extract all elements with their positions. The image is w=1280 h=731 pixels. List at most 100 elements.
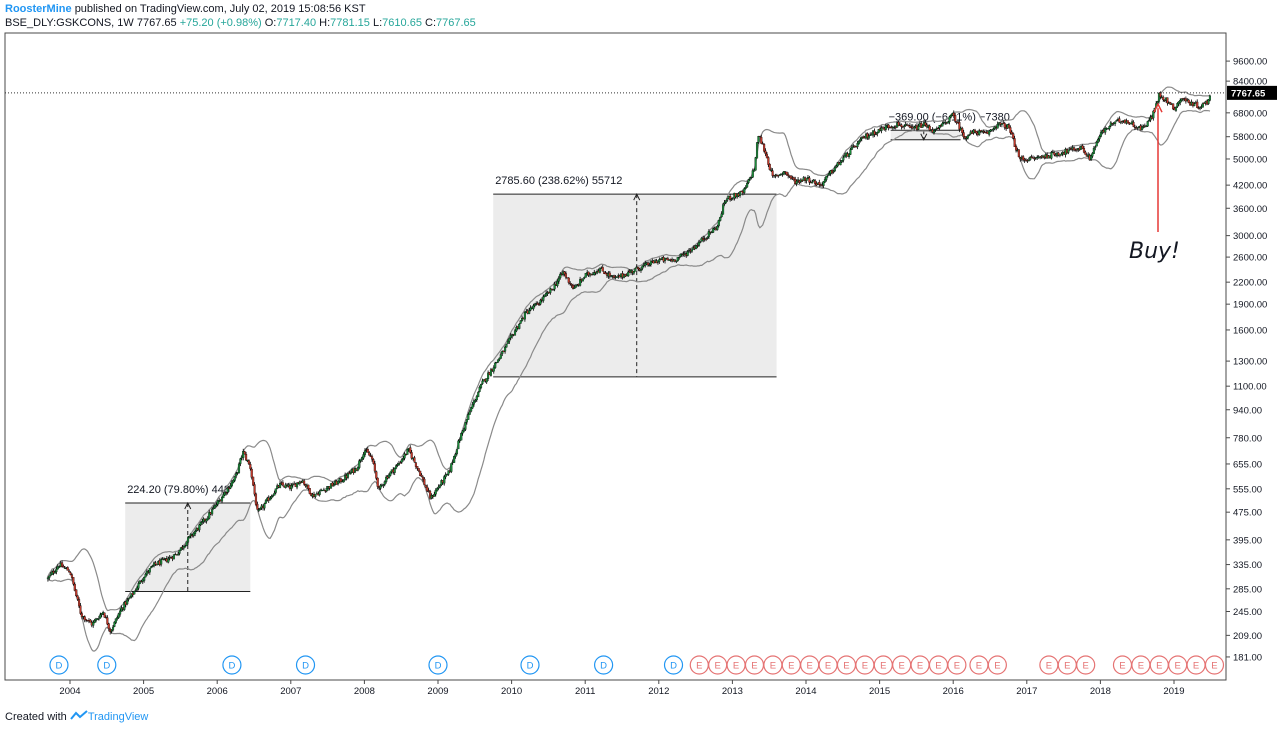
candle-body <box>1084 151 1087 155</box>
candle-body <box>198 524 201 531</box>
candle-body <box>598 268 601 273</box>
candle-body <box>433 493 436 497</box>
candle-body <box>934 129 937 131</box>
candle-body <box>1115 120 1118 122</box>
earnings-marker-label: E <box>994 661 1000 672</box>
candle-body <box>1031 157 1035 159</box>
candle-body <box>447 470 450 475</box>
measure-label: 2785.60 (238.62%) 55712 <box>495 175 622 187</box>
candle-body <box>417 468 420 471</box>
candle-body <box>263 503 266 509</box>
candle-body <box>533 304 536 306</box>
candle-body <box>420 474 423 477</box>
candle-body <box>706 236 709 239</box>
candle-body <box>900 124 903 127</box>
candle-body <box>111 626 115 631</box>
candle-body <box>792 177 795 180</box>
candle-body <box>958 122 961 130</box>
y-tick-label: 285.00 <box>1233 584 1262 595</box>
candle-body <box>835 165 838 168</box>
candle-body <box>264 500 267 504</box>
candle-body <box>148 568 151 573</box>
earnings-marker-label: E <box>807 661 813 672</box>
candle-body <box>639 269 643 271</box>
candle-body <box>961 128 964 134</box>
candle-body <box>295 482 299 488</box>
candle-body <box>729 195 732 200</box>
earnings-marker-label: E <box>825 661 831 672</box>
candle-body <box>481 380 484 385</box>
candle-body <box>656 260 660 263</box>
candle-body <box>103 612 106 618</box>
candle-body <box>182 546 185 549</box>
candle-body <box>487 372 490 380</box>
candle-body <box>92 621 95 626</box>
candle-body <box>416 466 419 469</box>
dividend-marker-icon <box>428 655 448 675</box>
candle-body <box>1114 121 1117 124</box>
last-price: 7767.65 <box>136 17 177 29</box>
candle-body <box>574 285 577 288</box>
y-tick-label: 2600.00 <box>1233 253 1267 264</box>
candle-body <box>823 178 827 183</box>
dividend-marker-icon <box>97 655 117 675</box>
author-link[interactable]: RoosterMine <box>5 3 72 15</box>
candle-body <box>49 573 52 576</box>
candle-body <box>145 570 149 575</box>
candle-body <box>509 335 512 339</box>
candle-body <box>917 126 920 130</box>
candle-body <box>1193 103 1196 106</box>
dividend-marker-icon <box>49 655 69 675</box>
dividend-marker-icon <box>520 655 540 675</box>
candle-body <box>461 430 464 434</box>
candle-body <box>249 464 252 469</box>
tradingview-brand[interactable]: TradingView <box>87 711 149 723</box>
dividend-marker-icon <box>593 655 614 675</box>
candle-body <box>332 484 335 486</box>
candle-body <box>206 517 209 520</box>
candle-body <box>229 485 232 489</box>
candle-body <box>988 130 991 135</box>
candle-body <box>978 130 981 135</box>
earnings-marker-label: E <box>788 661 794 672</box>
candle-body <box>1091 152 1094 157</box>
candle-body <box>362 454 365 459</box>
candle-body <box>457 440 460 450</box>
candle-body <box>753 169 756 172</box>
candle-body <box>989 129 992 132</box>
candle-body <box>1180 98 1183 101</box>
candle-body <box>785 171 788 175</box>
x-tick-label: 2013 <box>722 686 743 697</box>
candle-body <box>69 572 72 575</box>
candle-body <box>754 157 757 171</box>
candle-body <box>494 362 497 368</box>
candle-body <box>192 532 195 536</box>
x-tick-label: 2015 <box>869 686 890 697</box>
candle-body <box>518 324 521 329</box>
dividend-marker-icon <box>663 655 684 675</box>
candle-body <box>787 174 790 176</box>
candle-body <box>406 449 409 455</box>
candle-body <box>372 459 375 464</box>
candle-body <box>546 292 549 294</box>
candle-body <box>485 378 488 383</box>
candle-body <box>678 257 681 259</box>
y-tick-label: 1900.00 <box>1233 300 1267 311</box>
candle-body <box>505 343 508 348</box>
x-tick-label: 2004 <box>59 686 80 697</box>
candle-body <box>144 573 147 578</box>
candle-body <box>764 150 767 154</box>
x-tick-label: 2014 <box>795 686 816 697</box>
candle-body <box>1097 139 1100 143</box>
candle-body <box>570 284 573 286</box>
candle-body <box>150 566 153 568</box>
earnings-marker-label: E <box>770 661 776 672</box>
candle-body <box>138 580 141 584</box>
candle-body <box>308 488 311 494</box>
candle-body <box>583 276 586 279</box>
candle-body <box>436 488 439 492</box>
candle-body <box>539 299 542 305</box>
candle-body <box>795 180 798 184</box>
candle-body <box>686 251 689 256</box>
